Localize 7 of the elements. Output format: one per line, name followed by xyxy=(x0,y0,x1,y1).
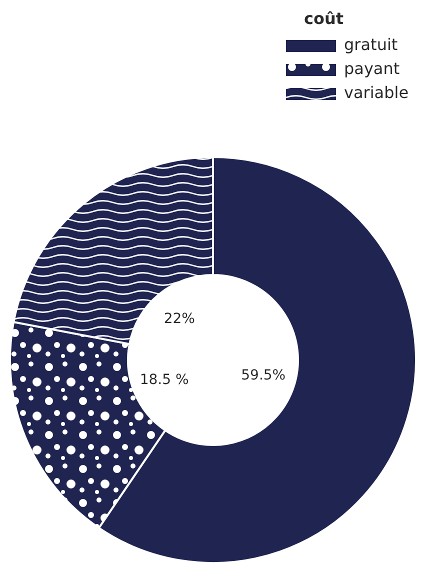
legend-title: coût xyxy=(304,9,344,28)
data-label: 59.5% xyxy=(241,367,286,384)
data-label: 18.5 % xyxy=(140,372,189,388)
legend-label: gratuit xyxy=(344,35,398,54)
legend-label: variable xyxy=(344,83,409,102)
data-label: 22% xyxy=(164,311,195,328)
legend-label: payant xyxy=(344,59,400,78)
